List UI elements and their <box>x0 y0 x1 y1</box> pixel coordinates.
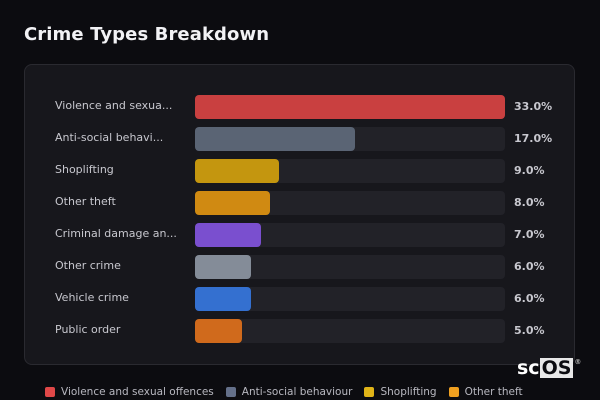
bar-label: Other theft <box>55 195 116 208</box>
bar-row[interactable]: Public order 5.0% <box>25 319 574 343</box>
bar-row[interactable]: Vehicle crime 6.0% <box>25 287 574 311</box>
bar-track <box>195 159 505 183</box>
watermark-os: OS <box>539 357 574 379</box>
bar-track <box>195 319 505 343</box>
legend-swatch-icon <box>364 387 375 397</box>
bar-label: Other crime <box>55 259 121 272</box>
bar-row[interactable]: Shoplifting 9.0% <box>25 159 574 183</box>
legend-label: Anti-social behaviour <box>241 386 353 398</box>
bar-value: 6.0% <box>514 260 545 273</box>
bar-value: 7.0% <box>514 228 545 241</box>
bar-track <box>195 191 505 215</box>
legend-swatch-icon <box>225 387 236 397</box>
legend-swatch-icon <box>45 387 55 397</box>
bar-value: 9.0% <box>514 164 545 177</box>
bar-fill <box>195 191 270 215</box>
legend-item[interactable]: Violence and sexual offences <box>45 386 214 398</box>
bar-value: 6.0% <box>514 292 545 305</box>
bar-row[interactable]: Violence and sexua... 33.0% <box>25 95 574 119</box>
watermark-sc: sc <box>517 357 540 379</box>
bar-track <box>195 223 505 247</box>
bar-fill <box>195 95 505 119</box>
legend-item[interactable]: Shoplifting <box>364 386 437 398</box>
legend-label: Shoplifting <box>380 386 437 398</box>
bar-track <box>195 287 505 311</box>
chart-legend: Violence and sexual offences Anti-social… <box>45 386 535 398</box>
chart-panel: Violence and sexua... 33.0% Anti-social … <box>24 64 575 365</box>
bar-fill <box>195 287 251 311</box>
bar-row[interactable]: Criminal damage an... 7.0% <box>25 223 574 247</box>
bar-row[interactable]: Other theft 8.0% <box>25 191 574 215</box>
bar-value: 17.0% <box>514 132 553 145</box>
bar-row[interactable]: Other crime 6.0% <box>25 255 574 279</box>
bar-label: Violence and sexua... <box>55 99 173 112</box>
watermark-logo: sc OS ® <box>517 358 581 378</box>
bar-value: 5.0% <box>514 324 545 337</box>
bar-track <box>195 127 505 151</box>
bar-track <box>195 95 505 119</box>
bar-label: Public order <box>55 323 121 336</box>
bar-label: Vehicle crime <box>55 291 129 304</box>
legend-swatch-icon <box>448 387 459 397</box>
legend-label: Other theft <box>464 386 523 398</box>
legend-item[interactable]: Anti-social behaviour <box>225 386 353 398</box>
bar-fill <box>195 319 242 343</box>
bar-label: Anti-social behavi... <box>55 131 164 144</box>
legend-item[interactable]: Other theft <box>448 386 523 398</box>
legend-label: Violence and sexual offences <box>61 386 214 398</box>
bar-fill <box>195 255 251 279</box>
bar-value: 33.0% <box>514 100 553 113</box>
bar-fill <box>195 159 279 183</box>
bar-track <box>195 255 505 279</box>
chart-title: Crime Types Breakdown <box>24 24 270 45</box>
registered-icon: ® <box>574 358 582 366</box>
bar-row[interactable]: Anti-social behavi... 17.0% <box>25 127 574 151</box>
bar-label: Shoplifting <box>55 163 114 176</box>
bar-label: Criminal damage an... <box>55 227 177 240</box>
bar-value: 8.0% <box>514 196 545 209</box>
bar-fill <box>195 223 261 247</box>
bar-fill <box>195 127 355 151</box>
